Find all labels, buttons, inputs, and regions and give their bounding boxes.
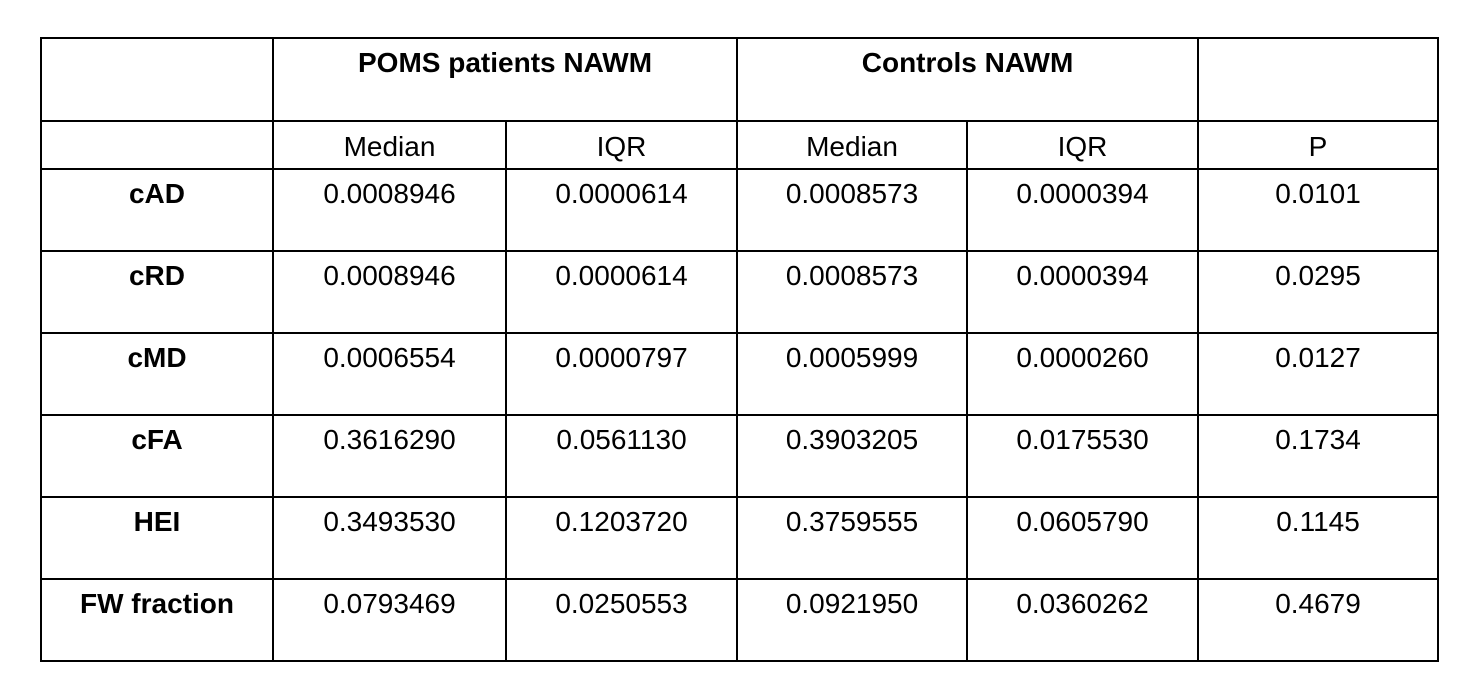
row-label: cRD: [40, 250, 274, 334]
cell-value: 0.0000260: [966, 332, 1200, 416]
cell-value: 0.0295: [1197, 250, 1440, 334]
cell-value: 0.0605790: [966, 496, 1200, 580]
subheader-p: P: [1197, 120, 1440, 170]
cell-value: 0.0793469: [272, 578, 507, 662]
group-header-empty: [1197, 37, 1440, 122]
cell-value: 0.0360262: [966, 578, 1200, 662]
cell-value: 0.1734: [1197, 414, 1440, 498]
row-label: FW fraction: [40, 578, 274, 662]
subheader-controls-median: Median: [736, 120, 969, 170]
cell-value: 0.0250553: [504, 578, 739, 662]
cell-value: 0.3903205: [736, 414, 969, 498]
subheader-poms-iqr: IQR: [504, 120, 739, 170]
cell-value: 0.0561130: [504, 414, 739, 498]
cell-value: 0.0127: [1197, 332, 1440, 416]
cell-value: 0.0008946: [272, 250, 507, 334]
row-label: HEI: [40, 496, 274, 580]
row-label: cFA: [40, 414, 274, 498]
cell-value: 0.0921950: [736, 578, 969, 662]
table-row-crd: cRD 0.0008946 0.0000614 0.0008573 0.0000…: [40, 250, 1440, 334]
cell-value: 0.0000614: [504, 250, 739, 334]
row-label: cAD: [40, 168, 274, 252]
subheader-empty: [40, 120, 274, 170]
corner-cell-empty: [40, 37, 274, 122]
table-row-cad: cAD 0.0008946 0.0000614 0.0008573 0.0000…: [40, 168, 1440, 252]
cell-value: 0.0101: [1197, 168, 1440, 252]
cell-value: 0.0000614: [504, 168, 739, 252]
cell-value: 0.1145: [1197, 496, 1440, 580]
stats-table: POMS patients NAWM Controls NAWM Median …: [40, 37, 1440, 662]
cell-value: 0.0000797: [504, 332, 739, 416]
cell-value: 0.0175530: [966, 414, 1200, 498]
sub-header-row: Median IQR Median IQR P: [40, 120, 1440, 170]
group-header-controls: Controls NAWM: [736, 37, 1200, 122]
cell-value: 0.0000394: [966, 250, 1200, 334]
group-header-row: POMS patients NAWM Controls NAWM: [40, 37, 1440, 122]
group-header-poms: POMS patients NAWM: [271, 37, 739, 122]
cell-value: 0.0008573: [736, 168, 969, 252]
table-row-hei: HEI 0.3493530 0.1203720 0.3759555 0.0605…: [40, 496, 1440, 580]
cell-value: 0.0006554: [272, 332, 507, 416]
table-row-fw-fraction: FW fraction 0.0793469 0.0250553 0.092195…: [40, 578, 1440, 662]
table-row-cmd: cMD 0.0006554 0.0000797 0.0005999 0.0000…: [40, 332, 1440, 416]
cell-value: 0.3616290: [272, 414, 507, 498]
table-row-cfa: cFA 0.3616290 0.0561130 0.3903205 0.0175…: [40, 414, 1440, 498]
cell-value: 0.0008946: [272, 168, 507, 252]
cell-value: 0.0005999: [736, 332, 969, 416]
cell-value: 0.0000394: [966, 168, 1200, 252]
cell-value: 0.1203720: [504, 496, 739, 580]
cell-value: 0.3493530: [272, 496, 507, 580]
cell-value: 0.0008573: [736, 250, 969, 334]
cell-value: 0.3759555: [736, 496, 969, 580]
cell-value: 0.4679: [1197, 578, 1440, 662]
row-label: cMD: [40, 332, 274, 416]
subheader-poms-median: Median: [272, 120, 507, 170]
subheader-controls-iqr: IQR: [966, 120, 1200, 170]
